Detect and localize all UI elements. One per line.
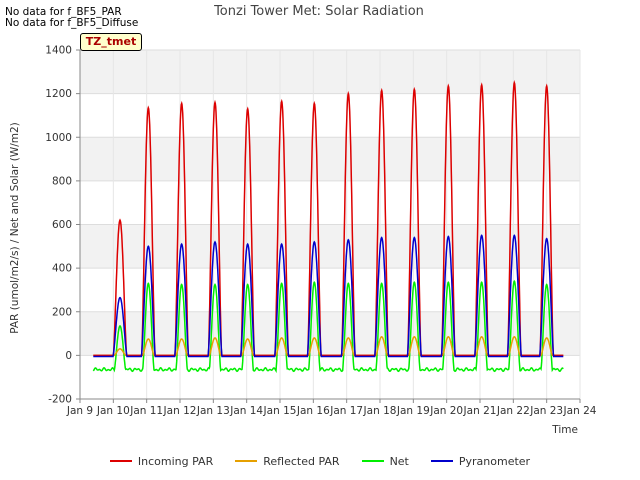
x-tick-label: Jan 21 <box>463 405 497 417</box>
x-tick-label: Jan 19 <box>396 405 430 417</box>
legend-label: Reflected PAR <box>263 454 340 468</box>
y-tick-label: 1000 <box>45 132 72 144</box>
x-tick-label: Jan 14 <box>229 405 263 417</box>
y-tick-label: 800 <box>52 175 72 187</box>
legend-label: Incoming PAR <box>137 454 214 468</box>
legend-item-net: Net <box>361 452 409 470</box>
y-axis-label: PAR (umol/m2/s) / Net and Solar (W/m2) <box>9 122 21 334</box>
no-data-note-par: No data for f_BF5_PAR <box>5 6 122 18</box>
plot-bands <box>80 50 580 356</box>
series-lines <box>92 80 564 374</box>
legend-swatch <box>235 460 258 462</box>
band <box>80 224 580 269</box>
site-tag: TZ_tmet <box>80 33 142 51</box>
legend-swatch <box>430 460 453 462</box>
x-tick-label: Jan 10 <box>96 405 130 417</box>
x-tick-label: Jan 11 <box>129 405 163 417</box>
legend-item-pyranometer: Pyranometer <box>430 452 531 470</box>
legend-label: Net <box>389 454 409 468</box>
x-tick-label: Jan 13 <box>196 405 230 417</box>
legend-swatch <box>361 460 384 462</box>
y-tick-label: 1200 <box>45 88 72 100</box>
series-line-incoming-par <box>93 80 564 357</box>
no-data-note-diffuse: No data for f_BF5_Diffuse <box>5 17 139 29</box>
x-tick-label: Jan 18 <box>363 405 397 417</box>
chart-title: Tonzi Tower Met: Solar Radiation <box>213 4 424 19</box>
series-line-pyranometer <box>93 234 564 358</box>
y-tick-label: 400 <box>52 263 72 275</box>
band <box>80 137 580 181</box>
y-tick-label: -200 <box>48 394 72 406</box>
band <box>80 50 580 94</box>
y-tick-label: 200 <box>52 306 72 318</box>
x-tick-label: Jan 9 <box>66 405 93 417</box>
y-tick-label: 0 <box>65 350 72 362</box>
x-tick-label: Jan 23 <box>529 405 563 417</box>
x-tick-label: Jan 15 <box>263 405 297 417</box>
x-tick-label: Jan 24 <box>563 405 597 417</box>
legend-label: Pyranometer <box>458 454 531 468</box>
band <box>80 311 580 356</box>
x-tick-label: Jan 20 <box>429 405 463 417</box>
y-tick-label: 1400 <box>45 45 72 57</box>
series-line-net <box>92 279 564 374</box>
x-tick-label: Jan 16 <box>296 405 330 417</box>
legend-item-incoming-par: Incoming PAR <box>109 452 214 470</box>
x-tick-label: Jan 12 <box>163 405 197 417</box>
legend-swatch <box>109 460 132 462</box>
legend: Incoming PAR Reflected PAR Net Pyranomet… <box>0 452 640 470</box>
y-tick-label: 600 <box>52 219 72 231</box>
x-tick-label: Jan 17 <box>329 405 363 417</box>
axes: -200 0 200 400 600 800 1000 1200 1400 Jan 9 Jan 10… <box>45 45 596 418</box>
x-tick-label: Jan 22 <box>496 405 530 417</box>
x-axis-label: Time <box>551 424 578 436</box>
legend-item-reflected-par: Reflected PAR <box>235 452 340 470</box>
